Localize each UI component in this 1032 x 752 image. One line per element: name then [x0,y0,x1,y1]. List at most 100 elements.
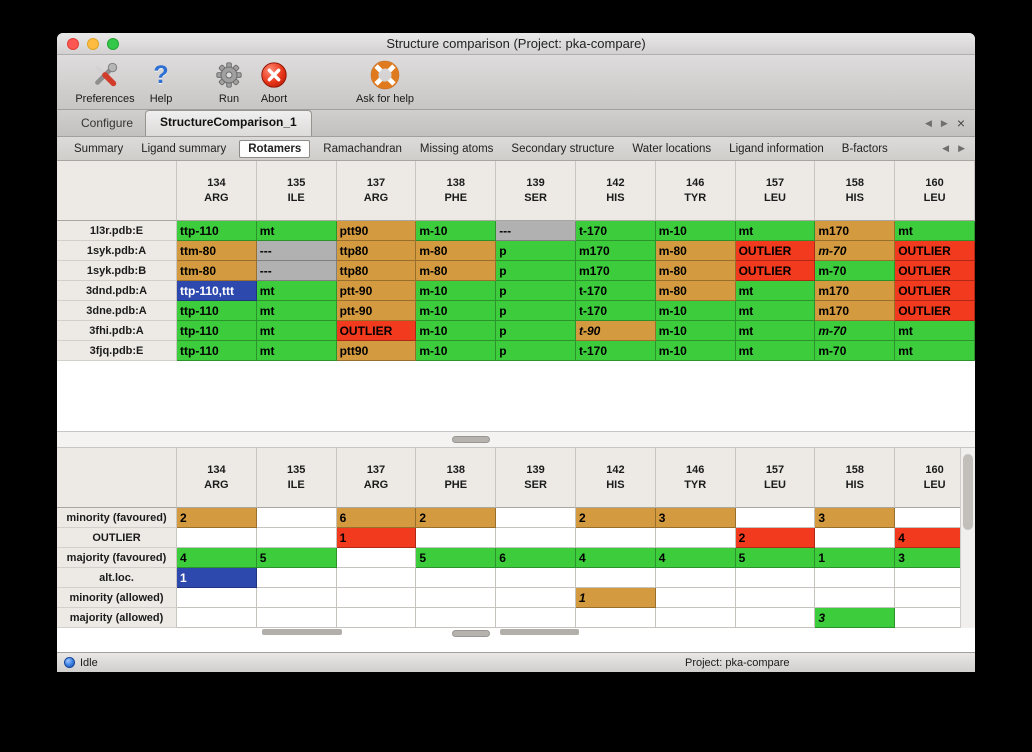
column-header[interactable]: 137 ARG [336,448,417,508]
table-cell[interactable]: 3 [815,608,896,628]
section-tab-missing-atoms[interactable]: Missing atoms [411,143,503,155]
scroll-sections-left-icon[interactable]: ◀ [942,143,950,153]
table-cell[interactable]: 2 [576,508,656,528]
row-header[interactable]: 1l3r.pdb:E [57,221,177,241]
column-header[interactable]: 138 PHE [416,448,497,508]
table-cell[interactable]: p [496,341,576,361]
table-cell[interactable]: OUTLIER [895,281,975,301]
table-cell[interactable]: p [496,281,576,301]
vertical-scrollbar-thumb[interactable] [963,454,973,530]
table-cell[interactable] [177,588,257,608]
table-cell[interactable]: OUTLIER [336,321,417,341]
section-tab-b-factors[interactable]: B-factors [833,143,897,155]
table-cell[interactable]: m-70 [815,341,896,361]
table-cell[interactable]: m170 [815,301,896,321]
table-cell[interactable]: 5 [256,548,337,568]
table-cell[interactable]: 5 [735,548,816,568]
table-cell[interactable]: 2 [416,508,497,528]
section-tab-water-locations[interactable]: Water locations [623,143,720,155]
row-header[interactable]: 3fhi.pdb:A [57,321,177,341]
row-header[interactable]: minority (favoured) [57,508,177,528]
table-cell[interactable]: ttp-110 [177,341,257,361]
table-cell[interactable]: m-10 [655,341,736,361]
table-cell[interactable]: mt [735,301,816,321]
ask-for-help-button[interactable]: Ask for help [343,57,427,107]
table-cell[interactable] [576,528,656,548]
table-cell[interactable]: 4 [177,548,257,568]
table-cell[interactable]: m-80 [655,261,736,281]
table-cell[interactable]: t-170 [576,221,656,241]
table-cell[interactable]: ptt90 [336,221,417,241]
table-cell[interactable] [416,588,497,608]
table-cell[interactable]: p [496,321,576,341]
table-cell[interactable]: t-170 [576,281,656,301]
column-header[interactable]: 138 PHE [416,161,497,221]
column-header[interactable]: 142 HIS [576,161,656,221]
table-cell[interactable]: --- [256,261,337,281]
table-cell[interactable]: ptt-90 [336,301,417,321]
table-cell[interactable] [496,528,576,548]
column-header[interactable]: 137 ARG [336,161,417,221]
section-tab-ligand-summary[interactable]: Ligand summary [132,143,235,155]
row-header[interactable]: minority (allowed) [57,588,177,608]
table-cell[interactable]: m-10 [416,281,497,301]
table-cell[interactable]: m-70 [815,321,896,341]
table-cell[interactable]: t-90 [576,321,656,341]
table-cell[interactable]: 3 [655,508,736,528]
table-cell[interactable]: mt [735,221,816,241]
table-cell[interactable] [815,528,896,548]
table-cell[interactable] [655,588,736,608]
table-cell[interactable]: --- [496,221,576,241]
table-cell[interactable] [815,568,896,588]
table-cell[interactable] [496,608,576,628]
table-cell[interactable]: ptt-90 [336,281,417,301]
table-cell[interactable] [256,528,337,548]
table-cell[interactable]: t-170 [576,341,656,361]
scroll-tabs-left-icon[interactable]: ◀ [924,117,932,128]
table-cell[interactable] [416,608,497,628]
column-header[interactable]: 160 LEU [895,161,975,221]
horizontal-scrollbar-fragment[interactable] [262,629,342,635]
table-cell[interactable]: ttm-80 [177,241,257,261]
row-header[interactable]: 3fjq.pdb:E [57,341,177,361]
table-cell[interactable] [735,608,816,628]
table-cell[interactable]: 5 [416,548,497,568]
title-bar[interactable]: Structure comparison (Project: pka-compa… [57,33,975,55]
row-header[interactable]: 3dne.pdb:A [57,301,177,321]
table-cell[interactable]: m-10 [416,321,497,341]
table-cell[interactable]: ptt90 [336,341,417,361]
table-cell[interactable] [256,508,337,528]
pane-splitter[interactable] [57,431,975,448]
column-header[interactable]: 134 ARG [177,448,257,508]
table-cell[interactable]: p [496,301,576,321]
table-cell[interactable]: 2 [177,508,257,528]
section-tab-ramachandran[interactable]: Ramachandran [314,143,411,155]
column-header[interactable]: 157 LEU [735,161,816,221]
table-cell[interactable] [655,568,736,588]
table-cell[interactable] [735,568,816,588]
abort-button[interactable]: Abort [251,57,297,107]
table-cell[interactable]: mt [735,341,816,361]
table-cell[interactable]: --- [256,241,337,261]
minimize-window-button[interactable] [87,37,99,50]
scroll-sections-right-icon[interactable]: ▶ [958,143,965,153]
table-cell[interactable]: mt [256,281,337,301]
table-cell[interactable] [256,608,337,628]
table-cell[interactable]: ttp80 [336,241,417,261]
table-cell[interactable]: OUTLIER [895,261,975,281]
table-cell[interactable]: OUTLIER [735,241,816,261]
column-header[interactable]: 134 ARG [177,161,257,221]
table-cell[interactable]: mt [256,341,337,361]
column-header[interactable]: 146 TYR [655,448,736,508]
table-cell[interactable]: m-10 [416,221,497,241]
close-tab-icon[interactable]: × [956,115,965,131]
table-cell[interactable]: m-80 [655,281,736,301]
column-header[interactable]: 135 ILE [256,161,337,221]
row-header[interactable]: 3dnd.pdb:A [57,281,177,301]
table-cell[interactable]: mt [895,321,975,341]
section-tab-summary[interactable]: Summary [74,142,124,155]
table-cell[interactable]: ttp-110 [177,321,257,341]
table-cell[interactable] [177,608,257,628]
table-cell[interactable]: m170 [576,261,656,281]
table-cell[interactable]: m-10 [655,221,736,241]
